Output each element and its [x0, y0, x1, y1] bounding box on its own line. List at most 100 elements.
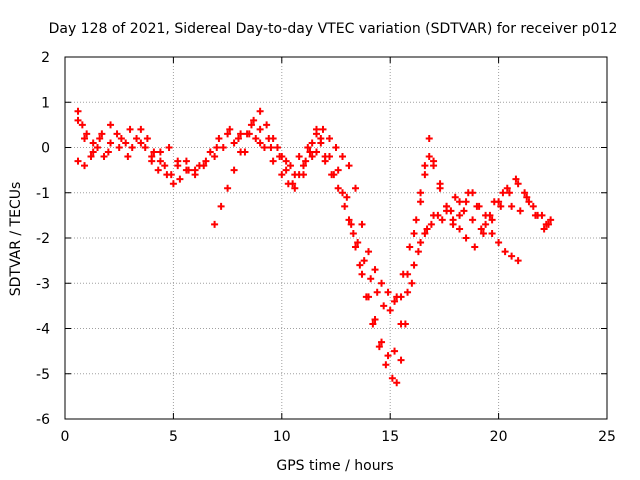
data-point: [378, 338, 386, 346]
data-point: [148, 153, 156, 161]
y-tick-label: -1: [36, 186, 50, 202]
data-point: [237, 130, 245, 138]
data-point: [451, 193, 459, 201]
data-point: [117, 134, 125, 142]
data-point: [427, 220, 435, 228]
data-point: [462, 234, 470, 242]
data-point: [107, 121, 115, 129]
data-point: [460, 207, 468, 215]
data-point: [516, 207, 524, 215]
data-point: [393, 379, 401, 387]
series-track-d: [211, 107, 522, 314]
data-point: [252, 134, 260, 142]
data-point: [434, 211, 442, 219]
data-point: [397, 356, 405, 364]
data-point: [462, 198, 470, 206]
data-point: [83, 130, 91, 138]
data-point: [334, 166, 342, 174]
data-point: [503, 184, 511, 192]
data-point: [282, 157, 290, 165]
data-point: [291, 184, 299, 192]
data-point: [449, 220, 457, 228]
axis-ticks: 0 5 10 15 20 25 -6 -5 -4 -3 -2 -1 0 1 2: [36, 50, 616, 445]
data-point: [523, 193, 531, 201]
data-point: [382, 361, 390, 369]
data-point: [278, 171, 286, 179]
series-track-c: [74, 116, 555, 305]
y-tick-label: -2: [36, 231, 50, 247]
x-tick-label: 10: [273, 429, 291, 445]
data-point: [211, 153, 219, 161]
data-point: [312, 125, 320, 133]
data-point: [417, 239, 425, 247]
data-point: [100, 153, 108, 161]
series-track-b: [74, 134, 552, 387]
data-point: [391, 297, 399, 305]
data-point: [438, 216, 446, 224]
data-point: [115, 144, 123, 151]
data-point: [373, 288, 381, 296]
data-point: [356, 261, 364, 269]
data-point: [206, 148, 214, 156]
data-point: [308, 139, 316, 147]
data-point: [150, 148, 158, 156]
data-point: [286, 162, 294, 170]
y-tick-label: -5: [36, 367, 50, 383]
data-point: [469, 216, 477, 224]
data-point: [325, 134, 333, 142]
data-point: [269, 157, 277, 165]
data-point: [371, 266, 379, 274]
x-tick-label: 0: [61, 429, 70, 445]
data-point: [371, 315, 379, 323]
data-point: [308, 153, 316, 161]
data-point: [345, 216, 353, 224]
data-point: [176, 175, 184, 183]
data-point: [521, 189, 529, 197]
data-point: [224, 130, 232, 138]
y-tick-label: 1: [41, 95, 50, 111]
data-point: [219, 144, 227, 151]
data-point: [369, 320, 377, 328]
data-point: [141, 144, 149, 151]
data-point: [495, 198, 503, 206]
data-point: [495, 239, 503, 247]
data-point: [365, 248, 373, 256]
data-point: [378, 279, 386, 287]
data-point: [349, 229, 357, 237]
data-point: [185, 166, 193, 174]
x-tick-label: 25: [598, 429, 616, 445]
data-point: [412, 216, 420, 224]
data-point: [328, 171, 336, 179]
data-point: [488, 229, 496, 237]
data-point: [417, 189, 425, 197]
y-tick-label: -3: [36, 276, 50, 292]
data-point: [339, 153, 347, 161]
data-point: [306, 148, 314, 156]
data-point: [505, 189, 513, 197]
data-point: [477, 225, 485, 233]
data-point: [282, 166, 290, 174]
data-point: [408, 279, 416, 287]
data-point: [174, 157, 182, 165]
data-point: [302, 157, 310, 165]
y-axis-label: SDTVAR / TECUs: [8, 182, 24, 297]
data-point: [195, 162, 203, 170]
data-point: [384, 352, 392, 360]
data-point: [417, 198, 425, 206]
data-point: [436, 184, 444, 192]
data-point: [256, 139, 264, 147]
data-point: [525, 198, 533, 206]
data-point: [362, 293, 370, 301]
data-point: [256, 125, 264, 133]
data-point: [410, 229, 418, 237]
data-point: [360, 257, 368, 265]
data-point: [547, 216, 555, 224]
data-point: [267, 144, 275, 151]
data-point: [497, 202, 505, 210]
data-point: [276, 153, 284, 161]
x-axis-label: GPS time / hours: [276, 458, 393, 474]
data-point: [237, 148, 245, 156]
data-point: [352, 243, 360, 251]
data-point: [421, 162, 429, 170]
data-point: [469, 189, 477, 197]
